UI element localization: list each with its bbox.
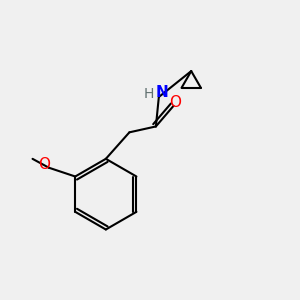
Text: H: H <box>143 87 154 101</box>
Text: O: O <box>169 95 181 110</box>
Text: O: O <box>38 157 50 172</box>
Text: N: N <box>155 85 168 100</box>
